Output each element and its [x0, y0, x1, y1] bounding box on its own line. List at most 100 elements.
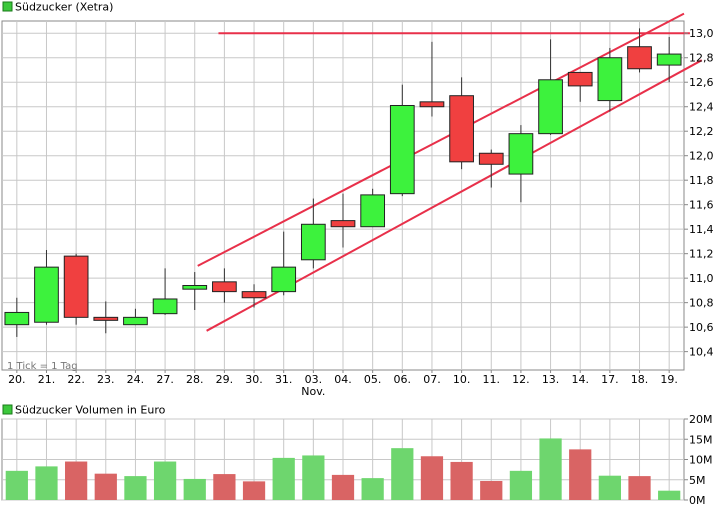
x-tick-label: 17. [601, 373, 619, 386]
price-y-tick-label: 11,8 [689, 174, 714, 187]
candle-body [360, 194, 386, 228]
candle-body [271, 266, 297, 293]
candle-body [93, 316, 119, 321]
candle-28 [182, 272, 208, 310]
x-tick-label: 24. [127, 373, 145, 386]
price-y-tick-label: 10,6 [689, 321, 714, 334]
candle-20 [4, 297, 30, 337]
volume-chart-title: Südzucker Volumen in Euro [15, 404, 166, 417]
trendline-1 [197, 12, 685, 267]
candle-14 [567, 71, 593, 102]
volume-bar-27 [153, 461, 177, 500]
x-tick-label: 13. [542, 373, 560, 386]
candle-17 [597, 47, 623, 112]
candle-31 [271, 231, 297, 296]
candle-body [538, 79, 563, 135]
candle-18 [627, 28, 652, 73]
x-tick-label: 19. [660, 373, 678, 386]
candle-24 [123, 308, 148, 326]
x-month-label: Nov. [301, 385, 325, 398]
x-tick-label: 28. [186, 373, 204, 386]
x-tick-label: 30. [245, 373, 263, 386]
candle-body [449, 95, 474, 163]
x-tick-label: 10. [453, 373, 471, 386]
candle-04 [330, 193, 356, 248]
price-y-tick-label: 10,8 [689, 297, 714, 310]
volume-y-tick-label: 20M [689, 413, 713, 426]
candle-21 [34, 249, 59, 325]
price-y-tick-label: 12,0 [689, 150, 714, 163]
volume-bar-04 [331, 474, 355, 500]
price-y-tick-label: 11,2 [689, 248, 714, 261]
x-tick-label: 31. [275, 373, 293, 386]
volume-y-tick-label: 0M [689, 494, 706, 507]
candle-11 [478, 149, 504, 188]
price-y-tick-label: 11,0 [689, 272, 714, 285]
x-tick-label: 22. [67, 373, 85, 386]
candle-body [419, 101, 445, 108]
candle-body [627, 46, 652, 70]
candle-12 [508, 125, 534, 203]
candle-body [34, 266, 59, 323]
x-tick-label: 21. [38, 373, 56, 386]
candle-05 [360, 188, 386, 228]
x-tick-label: 14. [571, 373, 589, 386]
x-tick-label: 18. [631, 373, 649, 386]
candle-body [478, 152, 504, 165]
price-y-axis: 10,4 10,6 10,8 11,0 11,2 11,4 11,6 11,8 12,0 12,2… [684, 27, 714, 359]
candle-22 [63, 253, 89, 325]
candle-body [123, 316, 148, 326]
candle-30 [241, 284, 267, 308]
candle-29 [212, 268, 237, 303]
x-tick-label: 20. [8, 373, 26, 386]
candle-07 [419, 41, 445, 117]
candle-19 [656, 36, 682, 83]
volume-bar-29 [213, 474, 236, 500]
candle-06 [389, 84, 415, 197]
x-tick-label: 29. [216, 373, 234, 386]
x-tick-label: 12. [512, 373, 530, 386]
volume-y-axis: 0M 5M 10M 15M 20M [684, 413, 713, 507]
tick-annotation: 1 Tick = 1 Tag [7, 361, 78, 372]
price-chart-title: Südzucker (Xetra) [15, 1, 113, 14]
price-y-tick-label: 11,4 [689, 223, 714, 236]
volume-bar-11 [480, 480, 503, 500]
x-tick-label: 11. [483, 373, 501, 386]
candle-10 [449, 77, 474, 170]
volume-bar-06 [391, 448, 414, 500]
x-tick-label: 07. [423, 373, 441, 386]
price-y-tick-label: 12,8 [689, 52, 714, 65]
candle-body [330, 220, 356, 228]
price-y-tick-label: 11,6 [689, 199, 714, 212]
volume-bar-12 [509, 470, 533, 500]
volume-bar-21 [35, 466, 58, 500]
volume-y-tick-label: 15M [689, 433, 713, 446]
volume-bar-03 [302, 455, 325, 500]
price-legend-icon [2, 1, 13, 12]
volume-bar-30 [242, 481, 266, 500]
candle-body [300, 223, 326, 261]
candle-13 [538, 39, 563, 135]
volume-bar-13 [539, 438, 562, 500]
volume-bar-28 [183, 478, 206, 500]
price-y-tick-label: 12,4 [689, 101, 714, 114]
price-grid [2, 21, 684, 370]
volume-bar-23 [94, 473, 117, 500]
volume-bar-17 [598, 475, 621, 500]
price-y-tick-label: 12,6 [689, 76, 714, 89]
x-tick-label: 06. [394, 373, 412, 386]
candle-body [597, 57, 623, 102]
x-tick-label: 04. [334, 373, 352, 386]
volume-bar-10 [450, 461, 473, 500]
volume-y-tick-label: 5M [689, 474, 706, 487]
candle-body [508, 133, 534, 175]
x-tick-label: 05. [364, 373, 382, 386]
volume-bar-31 [272, 457, 295, 500]
candle-body [212, 281, 237, 293]
x-tick-label: 23. [97, 373, 115, 386]
candle-body [567, 71, 593, 87]
volume-panel: Südzucker Volumen in Euro 0M 5M 10M 15M 20M [1, 404, 713, 507]
candle-body [656, 53, 682, 66]
price-y-tick-label: 10,4 [689, 346, 714, 359]
candle-03 [300, 198, 326, 269]
